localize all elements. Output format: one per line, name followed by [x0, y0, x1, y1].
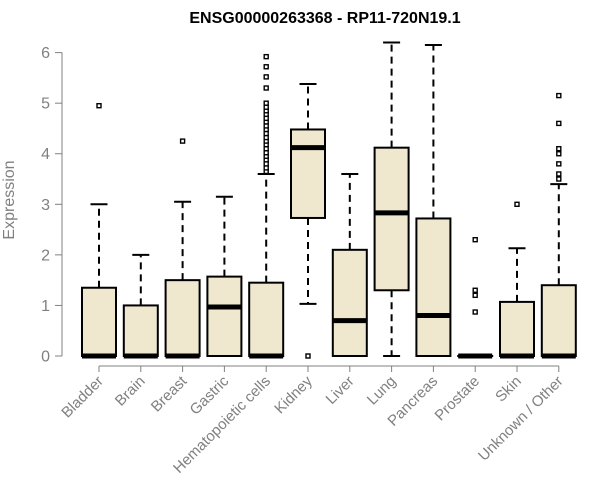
y-tick-label: 4 [41, 146, 50, 163]
box-iqr [206, 275, 243, 357]
box-iqr [164, 279, 201, 357]
outlier-point [472, 237, 478, 243]
outlier-point [556, 92, 562, 99]
y-axis: 0 1 2 3 4 5 6 [41, 45, 63, 366]
box-iqr [499, 300, 535, 357]
outlier-point [263, 53, 269, 60]
outlier-point [472, 292, 478, 299]
outlier-point [96, 103, 102, 109]
box-iqr [248, 281, 285, 358]
x-tick-label: Kidney [271, 372, 316, 417]
boxes-group [81, 41, 577, 359]
y-axis-label: Expression [1, 160, 18, 239]
box-iqr [373, 146, 410, 292]
x-tick-label: Bladder [58, 373, 107, 422]
x-tick-label: Liver [323, 373, 358, 408]
x-tick-label: Brain [112, 373, 149, 410]
y-tick-label: 0 [41, 349, 50, 366]
y-tick-label: 5 [41, 96, 50, 113]
x-tick-label: Skin [492, 373, 525, 406]
box-skin [499, 201, 535, 359]
outlier-point [263, 74, 269, 80]
box-iqr [290, 128, 326, 219]
box-iqr [81, 286, 117, 358]
outlier-point [556, 171, 562, 177]
y-tick-label: 3 [41, 197, 50, 214]
x-tick-label: Lung [364, 373, 400, 409]
box-iqr [122, 304, 159, 358]
outlier-point [472, 287, 478, 293]
x-tick-label: Prostate [431, 373, 483, 425]
outlier-point [263, 85, 269, 91]
outlier-point [263, 64, 269, 70]
outlier-point [472, 309, 478, 315]
box-brain [122, 253, 159, 359]
outlier-point [263, 100, 269, 106]
y-tick-label: 6 [41, 45, 50, 62]
outlier-point [556, 176, 562, 182]
box-pancreas [415, 44, 452, 357]
box-unknown-other [540, 92, 577, 359]
box-iqr [540, 284, 577, 358]
x-tick-label: Breast [148, 372, 191, 415]
box-bladder [81, 103, 117, 359]
box-breast [164, 138, 201, 359]
y-tick-label: 1 [41, 298, 50, 315]
outlier-point [556, 145, 562, 152]
outlier-point [556, 161, 562, 167]
chart-title: ENSG00000263368 - RP11-720N19.1 [189, 10, 460, 27]
box-iqr [331, 248, 368, 357]
box-prostate [457, 237, 494, 359]
box-gastric [206, 195, 243, 357]
y-tick-label: 2 [41, 247, 50, 264]
box-hematopoietic-cells [248, 53, 285, 359]
outlier-point [514, 201, 520, 208]
box-lung [373, 41, 410, 357]
box-iqr [415, 217, 452, 357]
outlier-point [556, 151, 562, 157]
box-liver [331, 172, 368, 357]
outlier-point [179, 138, 186, 144]
outlier-point [556, 120, 562, 127]
outlier-point [305, 353, 311, 359]
box-kidney [290, 82, 326, 359]
